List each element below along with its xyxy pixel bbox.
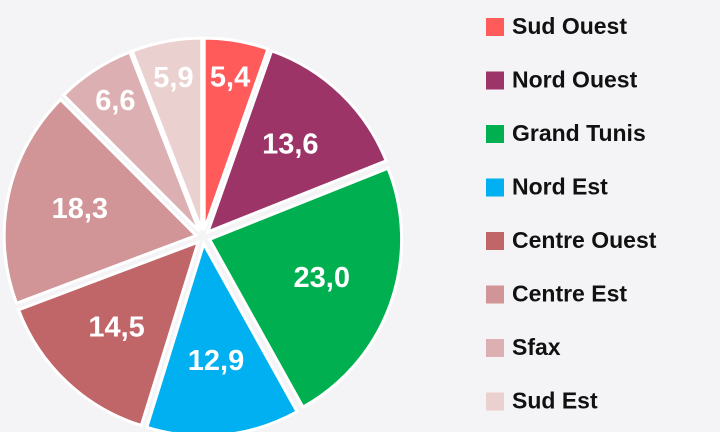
legend-label: Grand Tunis (512, 120, 646, 146)
legend-swatch (486, 232, 504, 250)
pie-slice (144, 240, 300, 432)
legend-swatch (486, 18, 504, 36)
legend-label: Centre Ouest (512, 227, 657, 253)
legend-label: Sud Ouest (512, 13, 627, 39)
value-label: 23,0 (294, 262, 350, 294)
legend-swatch (486, 125, 504, 143)
legend-swatch (486, 71, 504, 90)
value-label: 13,6 (262, 129, 318, 161)
legend-label: Nord Est (512, 174, 608, 200)
value-label: 14,5 (88, 311, 144, 343)
legend-swatch (486, 339, 504, 357)
legend-label: Sfax (512, 334, 561, 360)
legend-swatch (486, 392, 504, 411)
pie-slice (16, 239, 201, 428)
value-label: 5,4 (210, 61, 250, 93)
legend-swatch (486, 178, 504, 197)
pie-slice (61, 50, 201, 233)
legend-label: Nord Ouest (512, 67, 638, 93)
pie-slice (207, 166, 404, 410)
value-label: 5,9 (153, 62, 193, 94)
legend-label: Centre Est (512, 281, 627, 307)
value-label: 18,3 (52, 193, 108, 225)
pie-slice (205, 48, 389, 235)
value-label: 12,9 (188, 345, 244, 377)
pie-slice (202, 36, 270, 231)
legend-swatch (486, 285, 504, 304)
pie-slice (130, 36, 204, 231)
value-label: 6,6 (95, 85, 135, 117)
pie-slice (2, 97, 199, 306)
legend-label: Sud Est (512, 388, 598, 414)
